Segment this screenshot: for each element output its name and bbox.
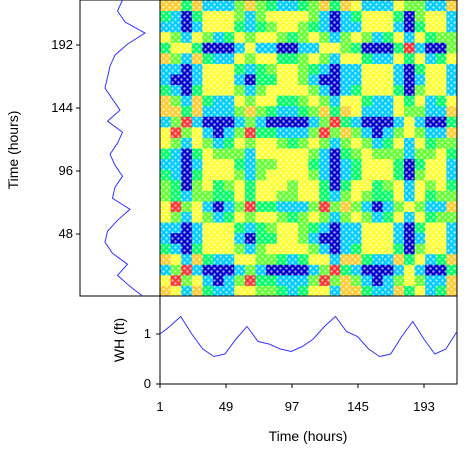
- left-tick-label-144: 144: [51, 100, 73, 115]
- wh-axis-title: WH (ft): [111, 318, 127, 362]
- bottom-tick-label-1: 1: [156, 399, 163, 414]
- bottom-panel-frame: [159, 295, 458, 385]
- left-axis: 48 96 144 192 Time (hours): [5, 37, 80, 241]
- left-series-line: [104, 0, 146, 297]
- bottom-timeseries-panel: [159, 295, 458, 385]
- bottom-series-line: [159, 315, 458, 358]
- wh-tick-label-1: 1: [144, 326, 151, 341]
- left-tick-label-48: 48: [59, 226, 73, 241]
- left-tick-label-96: 96: [59, 163, 73, 178]
- wh-tick-label-0: 0: [144, 376, 151, 391]
- bottom-tick-label-97: 97: [285, 399, 299, 414]
- heatmap-texture: [160, 0, 457, 296]
- bottom-tick-label-193: 193: [413, 399, 435, 414]
- left-panel-frame: [79, 0, 161, 297]
- left-timeseries-panel: [79, 0, 161, 297]
- bottom-tick-label-145: 145: [347, 399, 369, 414]
- wh-axis: 0 1 WH (ft): [111, 318, 160, 391]
- recurrence-heatmap-panel: [160, 0, 457, 296]
- bottom-tick-label-49: 49: [219, 399, 233, 414]
- left-axis-title: Time (hours): [5, 111, 21, 190]
- bottom-axis: 1 49 97 145 193 Time (hours): [156, 384, 435, 444]
- left-tick-label-192: 192: [51, 37, 73, 52]
- bottom-axis-title: Time (hours): [269, 428, 348, 444]
